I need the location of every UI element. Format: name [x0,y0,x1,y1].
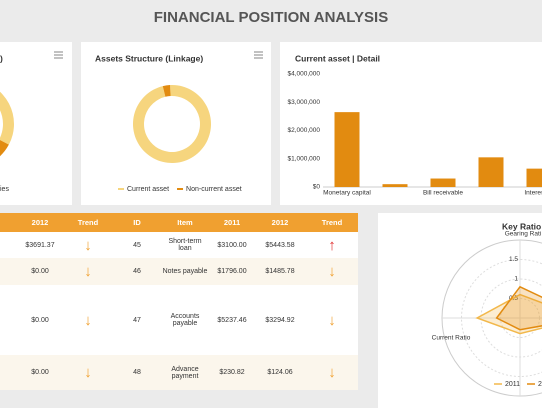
y-tick-label: $3,000,000 [287,99,320,106]
header-cell: 2011 [223,218,241,227]
bar [478,157,504,187]
donut-segment [0,91,14,145]
axis-label: Current Ratio [432,335,471,342]
bar [334,112,360,187]
table-cell: $0.00 [31,369,49,376]
header-cell: 2012 [31,218,49,227]
table-cell: $1485.78 [265,268,295,275]
table-cell: $3294.92 [265,316,295,324]
trend-arrow: ↓ [328,263,336,280]
table-cell: $0.00 [31,316,49,324]
radar-area [475,293,542,335]
table-cell: $3100.00 [217,241,247,249]
table-cell: $0.00 [31,268,49,275]
legend-label: Current asset [127,186,169,193]
header-cell: 2012 [271,218,289,227]
panel [81,42,271,205]
y-tick-label: $1,000,000 [287,155,320,162]
table-row [0,258,358,285]
table-cell: $124.06 [267,369,293,376]
table-cell: $5237.46 [217,316,247,324]
trend-arrow: ↓ [84,236,92,254]
table-cell: $230.82 [219,369,245,376]
r-tick-label: 1.5 [509,256,518,263]
x-tick-label: Bill receivable [423,190,463,197]
panel-title: Assets Structure (Linkage) [95,53,203,63]
page-title: FINANCIAL POSITION ANALYSIS [154,9,388,26]
table-cell: Short-term loan [168,238,202,252]
header-cell: Item [177,218,193,227]
table-cell: $1796.00 [217,268,247,275]
bar [382,184,408,187]
table-row [0,355,358,390]
donut-segment [0,139,9,157]
y-tick-label: $4,000,000 [287,71,320,78]
donut-segment [162,85,171,97]
header-cell: Trend [77,218,99,227]
y-tick-label: $0 [313,184,321,191]
panel [378,213,542,408]
table-cell: $5443.58 [265,241,295,249]
trend-arrow: ↓ [328,364,336,381]
bar [430,178,456,187]
r-tick-label: 1 [514,276,518,283]
legend-label: Non-current asset [186,186,242,193]
radar-area [495,285,542,331]
trend-arrow: ↑ [328,236,336,254]
legend-label: 2 [538,381,542,388]
bar [526,168,542,187]
table-cell: $3691.37 [25,241,55,249]
header-cell: Trend [321,218,343,227]
table-cell: 47 [133,316,141,324]
table-cell: Advance payment [171,365,199,380]
y-tick-label: $2,000,000 [287,127,320,134]
table-row [0,285,358,355]
data-table: 2012TrendIDItem20112012Trend86$3691.37↓4… [0,213,358,390]
trend-arrow: ↓ [84,364,92,381]
x-tick-label: Interest re [524,190,542,197]
trend-arrow: ↓ [84,263,92,280]
trend-arrow: ↓ [84,311,92,329]
table-cell: 45 [133,241,141,249]
header-cell: ID [133,218,141,227]
table-header [0,213,358,232]
trend-arrow: ↓ [328,311,336,329]
panel-title: Key Ratio [502,221,541,231]
menu-icon[interactable] [54,51,63,59]
x-tick-label: Monetary capital [323,190,371,197]
panel-title: ) [0,53,3,63]
table-cell: 48 [133,369,141,376]
legend-label: ies [0,186,9,193]
panel-title: Current asset | Detail [295,53,380,63]
table-row [0,232,358,258]
table-cell: 46 [133,268,141,275]
menu-icon[interactable] [254,51,263,59]
table-cell: Notes payable [162,268,208,275]
axis-label: Gearing Rati [505,231,542,238]
legend-label: 2011 [505,381,520,388]
table-cell: Accounts payable [170,313,200,327]
